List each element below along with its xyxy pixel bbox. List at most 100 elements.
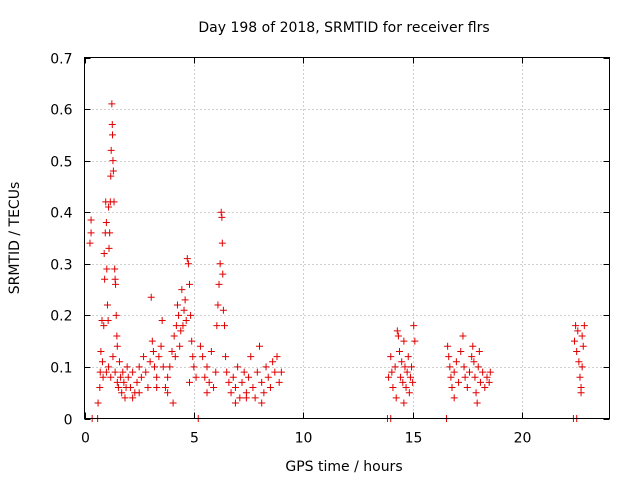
data-point-48	[118, 389, 126, 397]
y-tick-label-7: 0.7	[50, 52, 72, 68]
data-point-78	[169, 399, 177, 407]
data-point-27	[108, 100, 116, 108]
data-point-90	[182, 317, 190, 325]
y-tick-label-1: 0.1	[50, 361, 72, 377]
data-point-158	[388, 368, 396, 376]
data-point-204	[481, 384, 489, 392]
data-point-13	[100, 249, 108, 257]
data-point-110	[215, 280, 223, 288]
data-point-157	[387, 353, 395, 361]
data-point-136	[260, 389, 268, 397]
data-point-189	[457, 347, 465, 355]
data-point-150	[203, 389, 211, 397]
data-point-64	[146, 358, 154, 366]
data-point-114	[218, 239, 226, 247]
data-point-187	[452, 358, 460, 366]
data-point-177	[411, 337, 419, 345]
data-point-122	[229, 373, 237, 381]
y-tick-label-4: 0.4	[50, 206, 72, 222]
data-point-11	[99, 373, 107, 381]
data-point-184	[447, 373, 455, 381]
data-point-73	[159, 363, 167, 371]
data-point-12	[100, 322, 108, 330]
data-point-151	[231, 399, 239, 407]
y-tick-label-2: 0.2	[50, 309, 72, 325]
data-point-134	[256, 342, 263, 350]
data-point-111	[216, 260, 224, 268]
data-point-217	[576, 373, 584, 381]
data-point-49	[119, 368, 127, 376]
chart-title: Day 198 of 2018, SRMTID for receiver flr…	[198, 20, 489, 36]
data-point-140	[269, 358, 277, 366]
data-point-83	[175, 311, 183, 319]
data-point-163	[396, 347, 403, 355]
data-point-75	[164, 373, 172, 381]
data-point-74	[161, 384, 169, 392]
data-point-53	[123, 363, 131, 371]
data-point-43	[111, 368, 119, 376]
data-point-145	[129, 394, 137, 402]
data-point-101	[199, 353, 207, 361]
data-point-8	[97, 347, 105, 355]
data-point-137	[262, 363, 270, 371]
data-point-126	[238, 378, 246, 386]
data-point-121	[227, 389, 235, 397]
y-tick-label-6: 0.6	[50, 103, 72, 119]
data-point-146	[135, 389, 143, 397]
data-point-63	[144, 384, 152, 392]
data-point-102	[201, 373, 209, 381]
data-point-76	[166, 363, 174, 371]
data-point-36	[112, 311, 120, 319]
data-point-93	[186, 280, 193, 288]
data-point-192	[461, 373, 469, 381]
data-point-31	[109, 167, 117, 175]
axis-ticks: 0 5 10 15 20 0 0.1 0.2 0.3 0.4 0.5 0.6 0.7	[50, 52, 610, 447]
data-point-209	[473, 399, 481, 407]
data-point-223	[578, 363, 586, 371]
data-point-104	[205, 378, 213, 386]
data-point-21	[105, 203, 113, 211]
data-point-165	[398, 358, 406, 366]
data-point-100	[196, 342, 204, 350]
data-point-195	[468, 353, 476, 361]
data-point-178	[392, 394, 400, 402]
data-point-50	[120, 378, 128, 386]
data-point-10	[98, 358, 106, 366]
data-point-33	[111, 265, 119, 273]
data-point-191	[460, 363, 468, 371]
data-point-87	[179, 322, 187, 330]
data-point-130	[247, 353, 255, 361]
data-point-141	[271, 368, 279, 376]
data-point-69	[153, 373, 161, 381]
data-point-160	[391, 363, 399, 371]
x-tick-label-1: 5	[190, 431, 199, 447]
y-tick-label-3: 0.3	[50, 258, 72, 274]
data-point-139	[266, 384, 274, 392]
data-point-71	[157, 342, 165, 350]
data-point-109	[214, 301, 222, 309]
data-point-153	[258, 399, 266, 407]
data-point-188	[455, 378, 463, 386]
data-point-181	[444, 342, 452, 350]
data-point-220	[579, 342, 587, 350]
data-point-72	[158, 317, 166, 325]
data-point-70	[155, 353, 163, 361]
data-point-169	[402, 384, 410, 392]
data-point-124	[234, 363, 242, 371]
data-point-156	[385, 373, 393, 381]
data-point-216	[575, 358, 583, 366]
data-point-173	[406, 373, 414, 381]
data-point-95	[188, 337, 196, 345]
data-point-103	[203, 363, 211, 371]
data-point-9	[98, 317, 106, 325]
data-point-129	[245, 373, 253, 381]
data-point-212	[571, 337, 578, 345]
grid-lines	[84, 57, 610, 419]
data-point-25	[107, 172, 115, 180]
data-point-46	[116, 358, 123, 366]
x-tick-label-4: 20	[514, 431, 532, 447]
data-point-82	[173, 301, 181, 309]
data-point-193	[463, 384, 471, 392]
data-point-185	[448, 384, 456, 392]
data-point-183	[446, 363, 454, 371]
